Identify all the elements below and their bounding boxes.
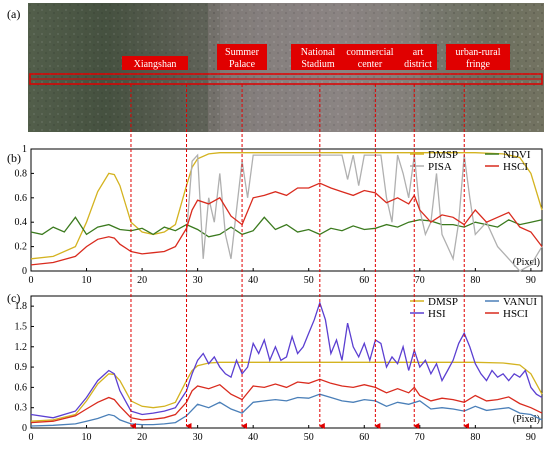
panel-b-label: (b)	[7, 151, 21, 165]
y-tick-label: 0.2	[15, 242, 28, 253]
y-tick-label: 0	[22, 266, 27, 277]
location-label: commercial	[346, 47, 393, 58]
chart-c: 0 10 20 30 40 50 60 70 80 90 0 0.3 0.6 0.9 1.2 1.5 1.8 (P…	[15, 295, 543, 443]
y-tick-label: 0.6	[15, 382, 28, 393]
x-tick-label: 0	[29, 275, 34, 286]
x-tick-label: 40	[248, 432, 258, 443]
series-ndvi	[30, 216, 543, 238]
location-label: art	[413, 47, 424, 58]
location-label: Xiangshan	[134, 59, 177, 70]
x-tick-label: 40	[248, 275, 258, 286]
legend-label-pisa: PISA	[428, 161, 452, 173]
highlight-band	[29, 73, 543, 85]
x-tick-label: 30	[193, 275, 203, 286]
x-tick-label: 20	[137, 275, 147, 286]
x-tick-label: 60	[359, 275, 369, 286]
x-tick-label: 20	[137, 432, 147, 443]
legend-label-vanui: VANUI	[503, 296, 537, 308]
location-label: urban-rural	[456, 47, 501, 58]
legend-label-dmsp: DMSP	[428, 149, 458, 161]
location-box	[399, 44, 437, 70]
location-label: Palace	[229, 59, 256, 70]
marker-lines	[129, 84, 470, 429]
series-pisa	[185, 153, 543, 272]
y-tick-label: 1.2	[15, 342, 28, 353]
y-tick-label: 0.6	[15, 193, 28, 204]
y-tick-label: 0	[22, 423, 27, 434]
x-tick-label: 30	[193, 432, 203, 443]
y-tick-label: 0.3	[15, 403, 28, 414]
y-tick-label: 0.8	[15, 168, 28, 179]
x-tick-label: 80	[470, 432, 480, 443]
x-tick-label: 80	[470, 275, 480, 286]
legend-label-ndvi: NDVI	[503, 149, 531, 161]
x-tick-label: 90	[526, 275, 536, 286]
location-box	[340, 44, 400, 70]
y-tick-label: 0.4	[15, 217, 28, 228]
x-tick-label: 10	[82, 275, 92, 286]
legend-label-hsci: HSCI	[503, 161, 528, 173]
plot-frame	[30, 295, 543, 429]
location-label: center	[358, 59, 383, 70]
location-box	[122, 56, 188, 70]
location-label: district	[404, 59, 432, 70]
x-tick-label: 70	[415, 432, 425, 443]
y-tick-label: 1	[22, 144, 27, 155]
panel-a-label: (a)	[7, 7, 20, 21]
x-tick-label: 10	[82, 432, 92, 443]
location-label: Summer	[225, 47, 260, 58]
series-hsi	[30, 300, 543, 419]
legend-label-hsci: HSCI	[503, 308, 528, 320]
series-vanui	[30, 393, 543, 427]
legend-label-dmsp: DMSP	[428, 296, 458, 308]
series-hsci	[30, 378, 543, 424]
x-tick-label: 90	[526, 432, 536, 443]
x-axis-label: (Pixel)	[513, 257, 540, 268]
location-box	[217, 44, 267, 70]
x-tick-label: 50	[304, 432, 314, 443]
location-box	[446, 44, 510, 70]
y-tick-label: 1.5	[15, 321, 28, 332]
y-tick-label: 1.8	[15, 301, 28, 312]
location-box	[291, 44, 345, 70]
x-tick-label: 50	[304, 275, 314, 286]
x-tick-label: 60	[359, 432, 369, 443]
series-hsci	[30, 182, 543, 266]
legend-label-hsi: HSI	[428, 308, 446, 320]
x-axis-label: (Pixel)	[513, 414, 540, 425]
location-label: Stadium	[301, 59, 335, 70]
y-tick-label: 0.9	[15, 362, 28, 373]
x-tick-label: 0	[29, 432, 34, 443]
x-tick-label: 70	[415, 275, 425, 286]
chart-b: 0 10 20 30 40 50 60 70 80 90 0 0.2 0.4 0.6 0.8 1 (Pixel)…	[15, 144, 543, 286]
location-label: National	[301, 47, 336, 58]
location-label: fringe	[466, 59, 490, 70]
panel-c-label: (c)	[7, 291, 20, 305]
